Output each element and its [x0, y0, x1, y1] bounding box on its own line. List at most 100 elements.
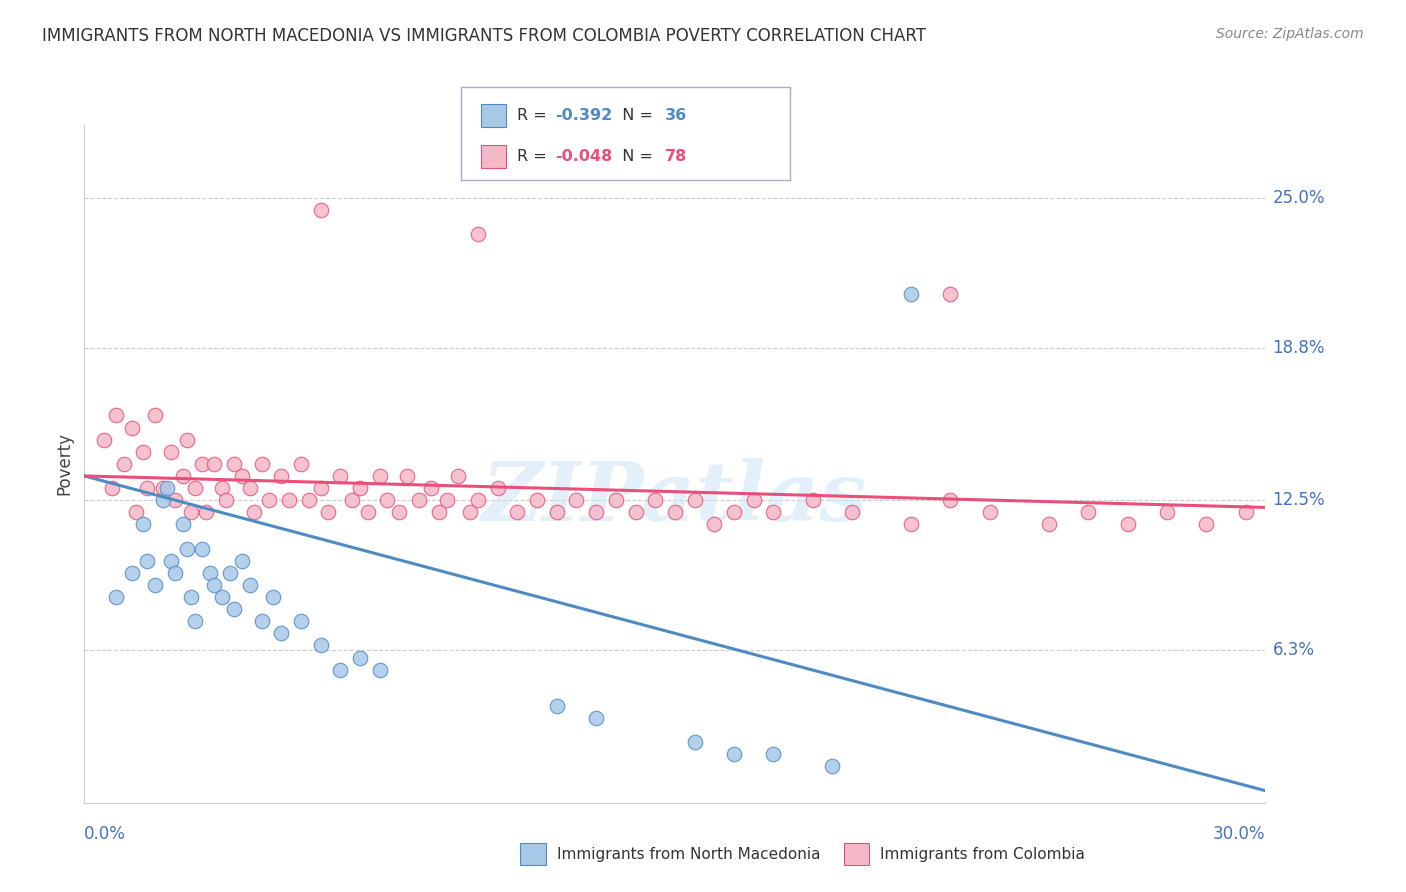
Point: [309, 202, 332, 217]
Point: [1116, 517, 1139, 532]
Point: [329, 469, 352, 483]
Point: [121, 420, 143, 434]
Point: [357, 505, 380, 519]
Text: R =: R =: [517, 149, 553, 164]
Point: [290, 614, 312, 628]
Point: [368, 469, 391, 483]
Point: [215, 493, 238, 508]
Text: 6.3%: 6.3%: [1272, 641, 1315, 659]
Point: [762, 505, 785, 519]
Point: [458, 505, 481, 519]
Point: [436, 493, 458, 508]
Point: [408, 493, 430, 508]
Point: [112, 457, 135, 471]
Point: [231, 469, 253, 483]
Point: [231, 21, 253, 35]
Point: [329, 663, 352, 677]
Point: [427, 505, 450, 519]
Point: [939, 287, 962, 301]
Point: [723, 747, 745, 762]
Text: 78: 78: [665, 149, 688, 164]
Text: R =: R =: [517, 108, 553, 123]
Point: [202, 457, 225, 471]
Point: [180, 590, 202, 604]
Point: [176, 541, 198, 556]
Point: [176, 433, 198, 447]
Point: [939, 493, 962, 508]
Point: [180, 505, 202, 519]
Point: [270, 626, 292, 640]
Point: [368, 663, 391, 677]
Point: [219, 566, 242, 580]
Point: [202, 578, 225, 592]
Point: [211, 481, 233, 495]
Point: [104, 409, 127, 423]
Point: [644, 493, 666, 508]
Text: -0.392: -0.392: [555, 108, 613, 123]
Point: [396, 469, 419, 483]
Point: [467, 227, 489, 241]
Text: 36: 36: [665, 108, 688, 123]
Point: [486, 481, 509, 495]
Text: IMMIGRANTS FROM NORTH MACEDONIA VS IMMIGRANTS FROM COLOMBIA POVERTY CORRELATION : IMMIGRANTS FROM NORTH MACEDONIA VS IMMIG…: [42, 27, 927, 45]
Point: [160, 444, 183, 458]
Point: [1038, 517, 1060, 532]
Point: [1195, 517, 1218, 532]
Text: N =: N =: [612, 149, 658, 164]
Point: [546, 698, 568, 713]
Point: [565, 493, 588, 508]
Point: [703, 517, 725, 532]
Point: [585, 505, 607, 519]
Point: [290, 457, 312, 471]
Point: [1077, 505, 1099, 519]
Point: [222, 602, 245, 616]
Point: [526, 493, 548, 508]
Point: [163, 566, 186, 580]
Point: [172, 517, 194, 532]
Point: [683, 735, 706, 749]
Point: [742, 493, 765, 508]
Point: [143, 578, 166, 592]
Point: [191, 541, 214, 556]
Point: [195, 505, 218, 519]
Point: [298, 493, 321, 508]
Point: [239, 578, 262, 592]
Point: [211, 590, 233, 604]
Point: [104, 590, 127, 604]
Text: 18.8%: 18.8%: [1272, 339, 1324, 357]
Point: [683, 493, 706, 508]
Point: [160, 554, 183, 568]
Point: [900, 517, 922, 532]
Point: [136, 554, 159, 568]
Point: [242, 505, 264, 519]
Point: [388, 505, 411, 519]
Point: [250, 614, 273, 628]
Point: [183, 614, 205, 628]
Point: [143, 409, 166, 423]
Point: [200, 566, 222, 580]
Point: [132, 517, 155, 532]
Text: 25.0%: 25.0%: [1272, 188, 1324, 207]
Point: [349, 481, 371, 495]
Point: [152, 493, 174, 508]
Text: 12.5%: 12.5%: [1272, 491, 1324, 509]
Point: [231, 554, 253, 568]
Point: [136, 481, 159, 495]
Point: [506, 505, 529, 519]
Point: [309, 481, 332, 495]
Point: [239, 481, 262, 495]
Point: [900, 287, 922, 301]
Point: [222, 457, 245, 471]
Text: Immigrants from Colombia: Immigrants from Colombia: [880, 847, 1085, 862]
Text: -0.048: -0.048: [555, 149, 613, 164]
Point: [191, 457, 214, 471]
Text: N =: N =: [612, 108, 658, 123]
Point: [340, 493, 363, 508]
Point: [664, 505, 686, 519]
Point: [262, 590, 284, 604]
Text: 0.0%: 0.0%: [84, 825, 127, 843]
Point: [93, 433, 115, 447]
Y-axis label: Poverty: Poverty: [55, 433, 73, 495]
Point: [309, 639, 332, 653]
Point: [447, 469, 470, 483]
